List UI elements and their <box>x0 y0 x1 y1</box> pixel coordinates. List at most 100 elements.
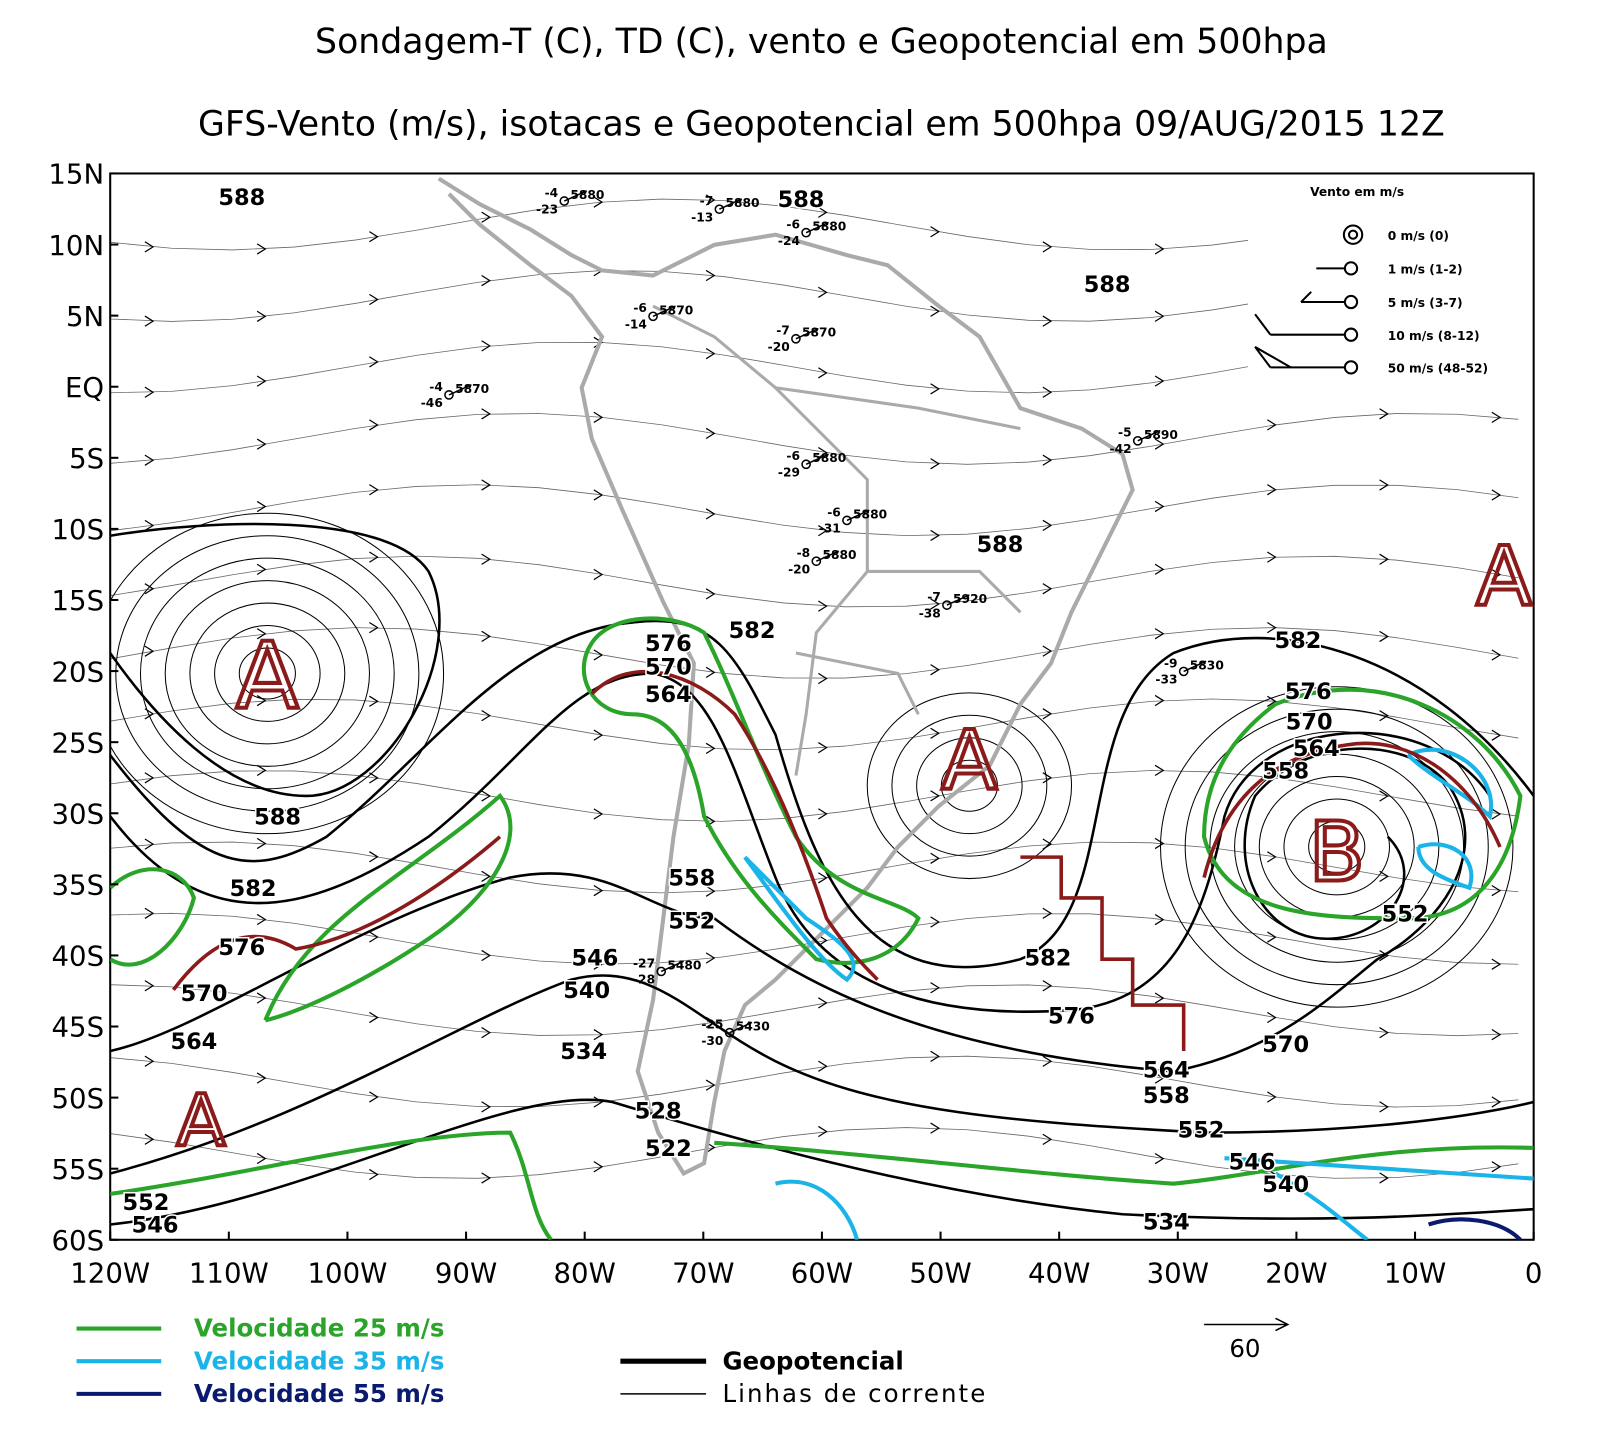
contour-label: 582 <box>1275 628 1322 654</box>
flow-arrow <box>1491 884 1502 897</box>
flow-arrow <box>369 931 379 943</box>
lat-label: 40S <box>52 941 105 973</box>
contour-label: 588 <box>254 804 301 830</box>
lon-label: 50W <box>909 1258 971 1290</box>
streamline <box>110 984 1519 1037</box>
flow-arrow <box>705 885 716 897</box>
geopotential-contours <box>110 522 1534 1226</box>
flow-arrow <box>144 645 155 657</box>
contour-label: 582 <box>230 876 277 902</box>
station-barb <box>660 960 684 973</box>
lon-label: 20W <box>1265 1258 1327 1290</box>
contour-label: 582 <box>729 618 776 644</box>
flow-arrow <box>1154 1072 1165 1084</box>
flow-arrow <box>1491 411 1502 423</box>
contour-label: 564 <box>1143 1058 1190 1084</box>
flow-arrow <box>369 551 379 563</box>
contour-label: 522 <box>645 1136 692 1162</box>
flow-arrow <box>1042 519 1053 532</box>
station-height: 5880 <box>812 220 846 234</box>
station-height: 5890 <box>1144 428 1178 442</box>
contour-label: 570 <box>181 981 228 1007</box>
station-dewpoint: -30 <box>701 1034 723 1048</box>
flow-arrow <box>818 808 828 820</box>
station-barb <box>946 594 970 606</box>
lon-label: 100W <box>308 1258 388 1290</box>
wind-legend-item: 5 m/s (3-7) <box>1388 296 1463 310</box>
contour-label: 528 <box>635 1098 682 1124</box>
flow-arrow <box>1042 454 1053 466</box>
station: -25 -30 5430 <box>701 1018 769 1048</box>
flow-arrow <box>144 386 155 398</box>
lon-label: 90W <box>435 1258 497 1290</box>
pressure-center: B <box>1309 806 1365 901</box>
flow-arrow <box>705 508 716 520</box>
station-barb <box>1137 429 1161 442</box>
pressure-centers: A A A A B <box>175 528 1534 1164</box>
station-dot <box>714 204 725 215</box>
flow-arrow <box>1491 649 1502 661</box>
station-height: 5880 <box>822 548 856 562</box>
flow-arrow <box>1042 980 1053 992</box>
station: -6 -14 5870 <box>625 301 693 331</box>
flow-arrow <box>705 269 716 282</box>
flow-arrow <box>1379 553 1389 565</box>
station-temp: -25 <box>701 1018 723 1032</box>
flow-arrow <box>1379 710 1389 722</box>
flow-arrow <box>144 583 155 595</box>
station-dewpoint: -20 <box>788 562 810 576</box>
flow-arrow <box>1267 484 1277 496</box>
flow-arrow <box>1042 708 1053 720</box>
station-barb <box>729 1021 753 1034</box>
flow-arrow <box>818 872 828 884</box>
flow-arrow <box>369 231 379 243</box>
contour-label: 540 <box>563 978 610 1004</box>
flow-arrow <box>256 913 267 926</box>
contour-label: 534 <box>1143 1210 1190 1236</box>
station-height: 5870 <box>455 382 489 396</box>
flow-arrow <box>256 243 267 255</box>
lat-label: 15S <box>52 585 105 617</box>
pressure-center: A <box>177 1079 226 1162</box>
streamline <box>1234 753 1440 941</box>
pressure-center: A <box>941 714 997 809</box>
station-barb <box>805 453 829 465</box>
flow-arrow <box>1154 694 1165 707</box>
station-height: 5880 <box>570 188 604 202</box>
flow-arrow <box>369 484 379 496</box>
flow-arrow <box>1491 1096 1502 1108</box>
flow-arrow <box>1491 1029 1502 1041</box>
title: Sondagem-T (C), TD (C), vento e Geopoten… <box>315 22 1328 62</box>
station-temp: -5 <box>1118 426 1132 440</box>
flow-arrow <box>1154 628 1165 640</box>
station-height: 5830 <box>1190 658 1224 672</box>
station-dot <box>801 459 811 470</box>
flow-arrow <box>144 519 155 532</box>
flow-arrow <box>1379 949 1389 962</box>
lat-label: 50S <box>52 1083 105 1115</box>
flow-arrow <box>930 1050 940 1062</box>
flow-arrow <box>1379 1101 1389 1113</box>
station-height: 5870 <box>802 326 836 340</box>
flow-arrow <box>256 563 267 575</box>
station: -8 -20 5880 <box>788 546 856 576</box>
flow-arrow <box>369 1011 379 1024</box>
flow-arrow <box>1154 438 1165 450</box>
flow-arrow <box>593 808 604 820</box>
contour-label: 570 <box>1262 1032 1309 1058</box>
flow-arrow <box>1267 621 1277 634</box>
flow-arrow <box>930 598 940 610</box>
subtitle: GFS-Vento (m/s), isotacas e Geopotencial… <box>198 105 1445 145</box>
flow-arrow <box>256 375 267 387</box>
contour-label: 588 <box>218 185 265 211</box>
contour-label: 576 <box>645 631 692 657</box>
legend-speed-25: Velocidade 25 m/s <box>194 1314 445 1343</box>
lat-label: 10S <box>52 514 105 546</box>
flow-arrow <box>1042 838 1053 850</box>
station-dot <box>648 311 658 322</box>
contour-label: 558 <box>668 866 715 892</box>
flow-arrow <box>369 419 379 431</box>
flow-arrow <box>818 1125 828 1138</box>
